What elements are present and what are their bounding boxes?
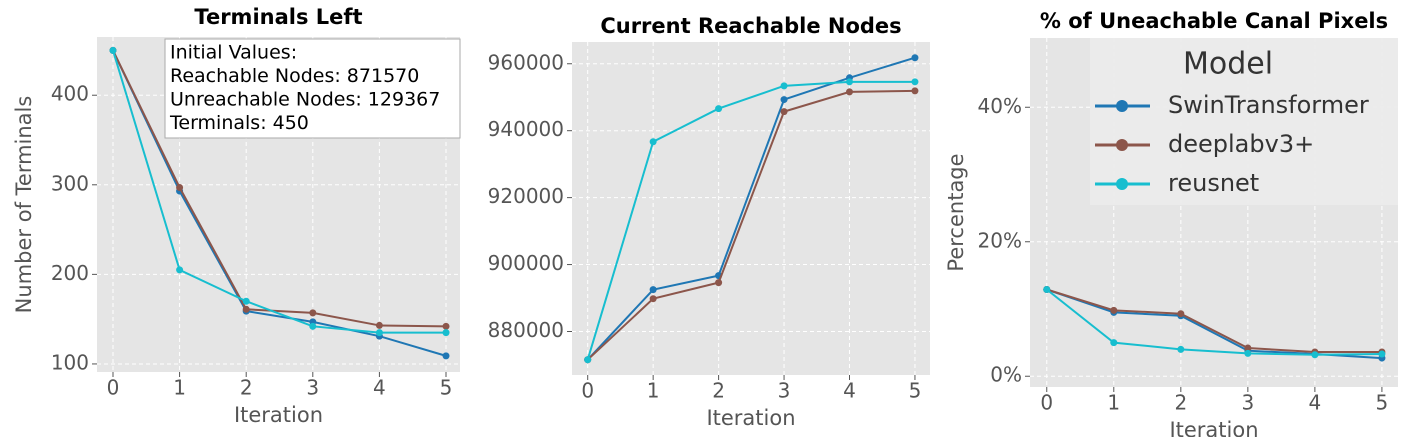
- point: [911, 87, 919, 95]
- point: [649, 286, 657, 294]
- x-tick-label: 0: [581, 379, 594, 403]
- point: [1043, 285, 1051, 293]
- x-tick-label: 4: [843, 379, 856, 403]
- annotation-box: [164, 38, 461, 139]
- y-tick-label: 880000: [488, 318, 564, 342]
- y-axis-label: Percentage: [944, 153, 968, 271]
- legend-marker: [1116, 178, 1128, 190]
- point: [649, 138, 657, 146]
- series-line: [112, 50, 447, 357]
- annotation-text: Terminals: 450: [169, 112, 309, 134]
- x-tick-label: 4: [373, 376, 386, 400]
- point: [176, 266, 184, 274]
- y-axis-label: Number of Terminals: [12, 96, 36, 314]
- x-tick-label: 5: [909, 379, 922, 403]
- series-line: [112, 49, 447, 328]
- x-axis-label: Iteration: [234, 403, 323, 427]
- y-tick-label: 960000: [488, 50, 564, 74]
- x-tick-label: 5: [1376, 391, 1389, 415]
- series-line: [587, 89, 915, 361]
- x-tick-label: 2: [240, 376, 253, 400]
- x-tick-label: 1: [173, 376, 186, 400]
- point: [845, 78, 853, 86]
- y-tick-label: 300: [51, 171, 89, 195]
- series-line: [586, 80, 915, 360]
- y-tick-label: 20%: [978, 228, 1022, 252]
- x-tick-label: 4: [1309, 391, 1322, 415]
- point: [1177, 310, 1185, 318]
- point: [715, 105, 723, 113]
- x-tick-label: 1: [647, 379, 660, 403]
- point: [845, 88, 853, 96]
- point: [242, 305, 250, 313]
- point: [911, 78, 919, 86]
- legend-title: Model: [1183, 47, 1273, 82]
- chart-title: % of Uneachable Canal Pixels: [1040, 9, 1388, 33]
- point: [442, 329, 450, 337]
- point: [584, 356, 592, 364]
- series-line: [112, 50, 447, 334]
- y-tick-label: 940000: [488, 117, 564, 141]
- point: [375, 321, 383, 329]
- legend-label: SwinTransformer: [1168, 91, 1369, 119]
- legend-marker: [1116, 100, 1128, 112]
- legend-marker: [1116, 139, 1128, 151]
- point: [375, 329, 383, 337]
- annotation-text: Unreachable Nodes: 129367: [170, 89, 440, 111]
- point: [715, 279, 723, 287]
- point: [1177, 345, 1185, 353]
- point: [442, 322, 450, 330]
- legend-label: deeplabv3+: [1168, 130, 1314, 158]
- point: [176, 183, 184, 191]
- series-line: [1046, 288, 1382, 354]
- x-tick-label: 2: [1174, 391, 1187, 415]
- x-tick-label: 0: [107, 376, 120, 400]
- series-line: [1046, 288, 1382, 356]
- x-tick-label: 5: [440, 376, 453, 400]
- annotation-text: Reachable Nodes: 871570: [170, 65, 419, 87]
- x-tick-label: 3: [778, 379, 791, 403]
- point: [1244, 344, 1252, 352]
- legend-box: [1090, 38, 1398, 205]
- point: [442, 352, 450, 360]
- y-tick-label: 40%: [978, 94, 1022, 118]
- y-tick-label: 900000: [488, 251, 564, 275]
- x-tick-label: 3: [306, 376, 319, 400]
- point: [780, 82, 788, 90]
- x-tick-label: 3: [1241, 391, 1254, 415]
- legend-label: reusnet: [1168, 169, 1259, 197]
- point: [1311, 351, 1319, 359]
- point: [1244, 349, 1252, 357]
- series-line: [586, 56, 916, 361]
- x-axis-label: Iteration: [1169, 418, 1258, 437]
- x-axis-label: Iteration: [706, 406, 795, 430]
- point: [309, 309, 317, 317]
- chart-title: Current Reachable Nodes: [600, 14, 901, 38]
- y-tick-label: 0%: [990, 363, 1022, 387]
- x-tick-label: 1: [1107, 391, 1120, 415]
- point: [780, 108, 788, 116]
- point: [1378, 350, 1386, 358]
- point: [649, 295, 657, 303]
- y-tick-label: 100: [51, 350, 89, 374]
- annotation-text: Initial Values:: [170, 42, 297, 64]
- point: [242, 297, 250, 305]
- y-tick-label: 400: [51, 82, 89, 106]
- chart-title: Terminals Left: [194, 5, 362, 29]
- point: [109, 46, 117, 54]
- point: [309, 322, 317, 330]
- y-tick-label: 920000: [488, 184, 564, 208]
- point: [1110, 306, 1118, 314]
- x-tick-label: 0: [1040, 391, 1053, 415]
- point: [911, 54, 919, 62]
- point: [780, 96, 788, 104]
- point: [1110, 339, 1118, 347]
- x-tick-label: 2: [712, 379, 725, 403]
- y-tick-label: 200: [51, 261, 89, 285]
